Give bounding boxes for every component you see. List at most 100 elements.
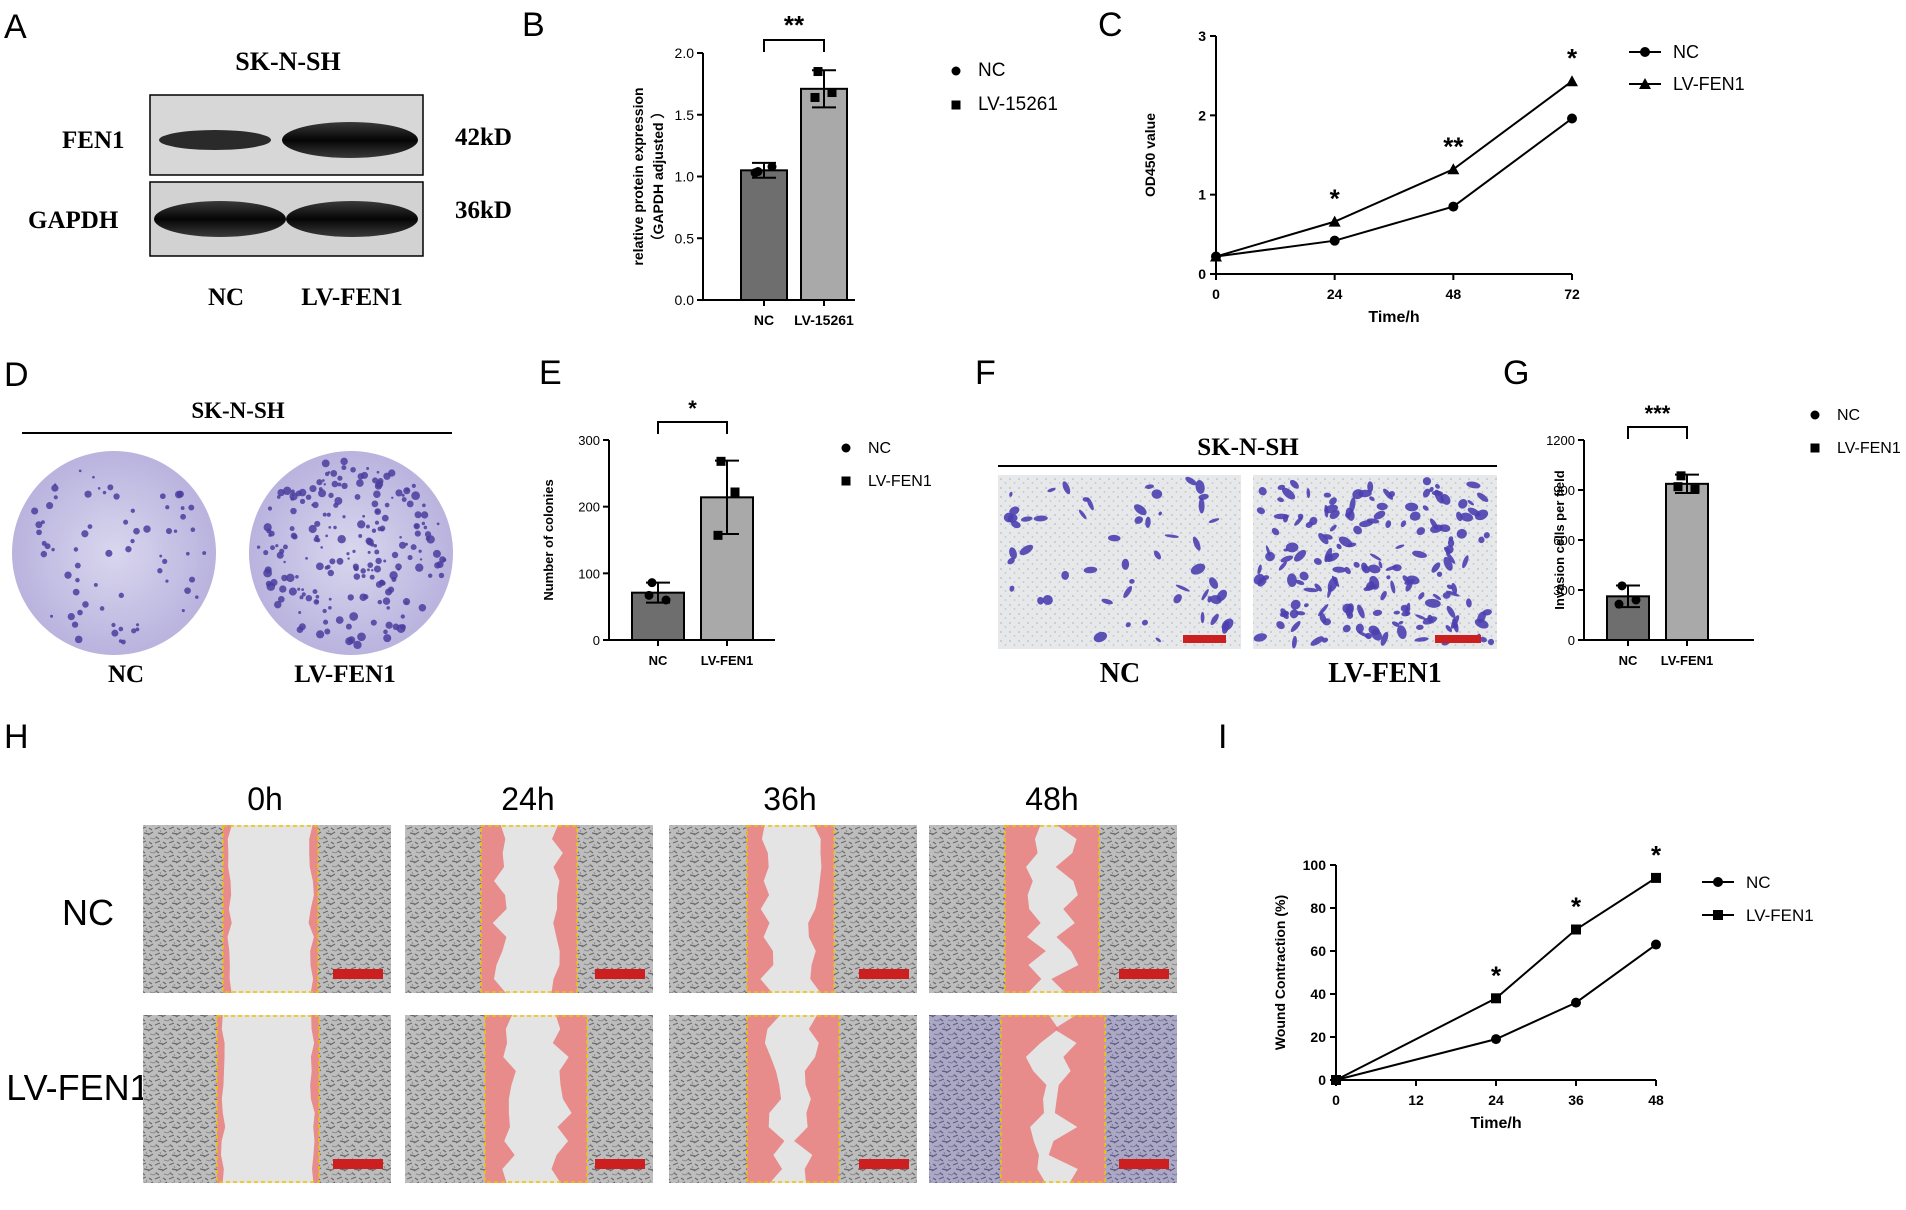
colony bbox=[358, 533, 363, 538]
invaded-cell bbox=[1326, 552, 1340, 562]
invaded-cell bbox=[1373, 510, 1386, 520]
wound-boundary bbox=[1000, 1015, 1106, 1183]
colony bbox=[367, 550, 371, 554]
colony bbox=[366, 568, 370, 572]
significance-label: * bbox=[1571, 892, 1582, 922]
data-point bbox=[661, 595, 671, 605]
colony bbox=[414, 530, 421, 537]
colony bbox=[31, 507, 39, 515]
invaded-cell bbox=[1405, 602, 1411, 617]
colony bbox=[396, 624, 406, 633]
invaded-cell bbox=[1445, 625, 1453, 633]
colony bbox=[82, 601, 89, 608]
legend-marker bbox=[1810, 410, 1820, 420]
colony bbox=[384, 502, 390, 508]
colony bbox=[320, 546, 323, 549]
invaded-cell bbox=[1291, 636, 1297, 649]
scale-bar bbox=[333, 969, 383, 979]
invaded-cell bbox=[1265, 545, 1271, 557]
invaded-cell bbox=[1385, 565, 1398, 571]
invaded-cell bbox=[1447, 538, 1455, 547]
colony bbox=[118, 639, 123, 643]
invaded-cell bbox=[1452, 623, 1458, 629]
series-marker bbox=[1566, 75, 1578, 87]
invaded-cell bbox=[1458, 499, 1468, 509]
data-point bbox=[716, 456, 726, 466]
invaded-cell bbox=[1141, 619, 1148, 626]
colony bbox=[290, 532, 297, 539]
data-point bbox=[1614, 599, 1624, 609]
wound-edge-right bbox=[794, 1015, 839, 1183]
colony bbox=[373, 543, 378, 548]
invaded-cell bbox=[1357, 631, 1370, 638]
invaded-cell bbox=[1280, 608, 1289, 620]
colony bbox=[162, 558, 168, 564]
invaded-cell bbox=[1173, 594, 1182, 604]
significance-label: * bbox=[1567, 43, 1578, 73]
y-tick-label: 1.5 bbox=[675, 107, 695, 123]
wound-time-0h: 0h bbox=[247, 781, 283, 817]
invaded-cell bbox=[1134, 516, 1143, 524]
series-marker bbox=[1571, 924, 1581, 935]
invaded-cell bbox=[1062, 481, 1071, 495]
colony bbox=[180, 513, 186, 520]
colony bbox=[357, 473, 364, 480]
colony bbox=[135, 627, 140, 632]
colony bbox=[315, 562, 324, 571]
wound-boundary bbox=[484, 1015, 588, 1183]
colony bbox=[78, 469, 82, 473]
significance-bracket bbox=[657, 421, 728, 434]
invaded-cell bbox=[1443, 556, 1453, 571]
panel-letter-a: A bbox=[4, 8, 27, 46]
bar-lv-fen1 bbox=[1665, 482, 1709, 642]
colony bbox=[423, 525, 428, 530]
colony bbox=[321, 459, 330, 468]
invaded-cell bbox=[1175, 584, 1190, 592]
chart-g-invasion: 0 300 600 900 1200 NC LV-FEN1 *** Invasion cells… bbox=[1546, 401, 1901, 668]
colony bbox=[92, 475, 95, 479]
colony bbox=[184, 587, 191, 595]
colony bbox=[354, 567, 358, 571]
colony bbox=[395, 489, 403, 497]
invaded-cell bbox=[1483, 532, 1490, 539]
y-tick-label: 0 bbox=[1318, 1072, 1326, 1088]
invaded-cell bbox=[1282, 514, 1289, 523]
x-tick-label: LV-FEN1 bbox=[701, 653, 754, 668]
invaded-cell bbox=[1400, 520, 1407, 528]
colony bbox=[342, 515, 346, 519]
y-tick-label: 200 bbox=[578, 500, 600, 515]
wound-boundary bbox=[1004, 825, 1100, 993]
colony bbox=[411, 483, 416, 488]
invaded-cell bbox=[1446, 584, 1454, 590]
colony bbox=[77, 609, 83, 616]
y-tick-label: 300 bbox=[1553, 583, 1575, 598]
colony bbox=[438, 572, 445, 579]
invaded-cell bbox=[1287, 573, 1297, 587]
colony bbox=[357, 520, 366, 529]
colony bbox=[373, 565, 381, 573]
colony bbox=[190, 527, 196, 533]
invaded-cell bbox=[1299, 571, 1309, 581]
invaded-cell bbox=[1294, 516, 1303, 526]
panel-letter-i: I bbox=[1218, 718, 1227, 756]
panel-letter-e: E bbox=[539, 354, 562, 392]
data-point bbox=[813, 67, 823, 77]
wound-boundary bbox=[746, 1015, 840, 1183]
colony bbox=[367, 562, 374, 568]
invaded-cell bbox=[1416, 624, 1424, 630]
colony bbox=[40, 550, 48, 558]
colony bbox=[420, 511, 429, 519]
colony bbox=[345, 637, 354, 646]
invaded-cell bbox=[1427, 614, 1434, 623]
invaded-cell bbox=[1265, 551, 1275, 562]
x-tick-label: 12 bbox=[1408, 1092, 1424, 1108]
y-tick-label: 0.0 bbox=[675, 292, 695, 308]
colony bbox=[380, 580, 386, 586]
colony bbox=[328, 605, 332, 610]
x-tick-label: 48 bbox=[1648, 1092, 1664, 1108]
transwell-scale-bar-nc bbox=[1183, 635, 1226, 643]
invaded-cell bbox=[1442, 591, 1451, 599]
invaded-cell bbox=[1125, 622, 1131, 628]
colony bbox=[105, 549, 113, 557]
colony bbox=[360, 568, 366, 574]
